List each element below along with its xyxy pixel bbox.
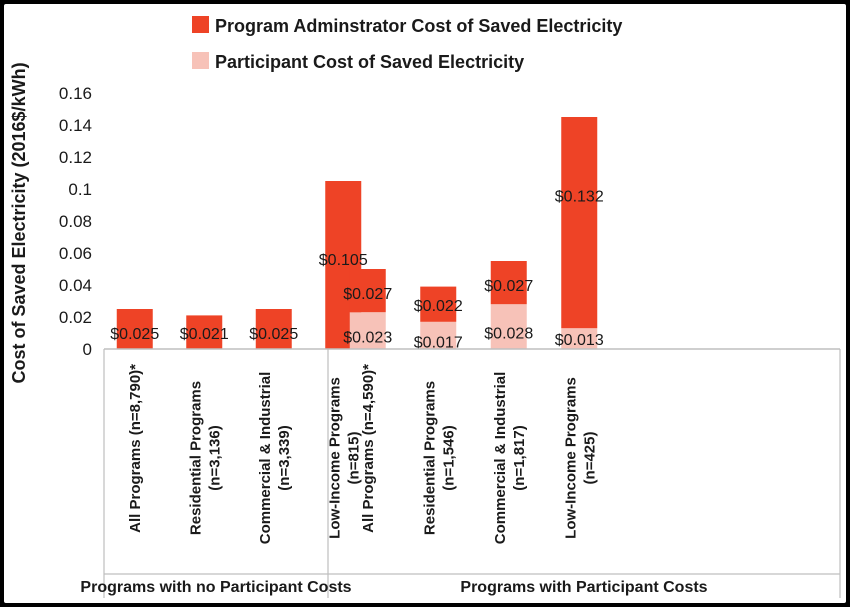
bar-admin-cost [186, 315, 223, 349]
data-label-admin: $0.021 [180, 326, 229, 343]
x-category-label: Commercial & Industrial (n=3,339) [257, 372, 293, 545]
y-tick-label: 0.16 [59, 84, 92, 103]
y-tick-label: 0 [83, 340, 92, 359]
bar-admin-cost [490, 261, 527, 305]
x-category-label-line1: Residential Programs [187, 381, 204, 535]
x-category-label-line2: (n=1,546) [440, 425, 457, 490]
legend-label-admin: Program Adminstrator Cost of Saved Elect… [215, 16, 622, 36]
x-category-label-line2: (n=815) [345, 432, 362, 485]
x-category-label-line1: Commercial & Industrial [257, 372, 274, 545]
stacked-bar-chart: Program Adminstrator Cost of Saved Elect… [9, 16, 841, 598]
y-axis-title: Cost of Saved Electricity (2016$/kWh) [9, 62, 29, 383]
data-label-participant: $0.017 [414, 334, 463, 351]
x-category-label-line1: Low-Income Programs [326, 377, 343, 539]
x-category-label: All Programs (n=4,590)* [360, 364, 377, 533]
y-tick-label: 0.02 [59, 308, 92, 327]
y-axis-ticks: 0 0.02 0.04 0.06 0.08 0.1 0.12 0.14 0.16 [59, 84, 92, 359]
y-tick-label: 0.04 [59, 276, 92, 295]
x-category-label-line1: All Programs (n=8,790)* [127, 364, 144, 533]
y-tick-label: 0.1 [68, 180, 92, 199]
bar-participant-cost [561, 328, 598, 349]
bar-admin-cost [116, 309, 153, 349]
bar-admin-cost [420, 286, 457, 322]
x-category-label: Commercial & Industrial (n=1,817) [492, 372, 528, 545]
y-tick-label: 0.12 [59, 148, 92, 167]
x-category-label: Residential Programs (n=1,546) [421, 381, 457, 535]
group-label: Programs with no Participant Costs [80, 579, 351, 596]
x-category-label-line2: (n=425) [581, 432, 598, 485]
x-category-label-line1: Residential Programs [421, 381, 438, 535]
data-label-admin: $0.132 [555, 188, 604, 205]
data-label-admin: $0.105 [319, 252, 368, 269]
data-label-admin: $0.025 [110, 326, 159, 343]
bar-admin-cost [255, 309, 292, 349]
x-axis: All Programs (n=8,790)* Residential Progr… [80, 348, 841, 598]
legend-swatch-participant [192, 52, 209, 69]
data-label-admin: $0.025 [249, 326, 298, 343]
plot-area: $0.025 $0.021 $0.025 $0.105 $0.023 $0.027 $0.0… [110, 117, 604, 351]
y-tick-label: 0.14 [59, 116, 92, 135]
bar-participant-cost [490, 304, 527, 349]
data-label-participant: $0.013 [555, 332, 604, 349]
chart-panel: Program Adminstrator Cost of Saved Elect… [4, 4, 846, 603]
group-label: Programs with Participant Costs [460, 579, 707, 596]
bar-admin-cost [349, 269, 386, 313]
legend: Program Adminstrator Cost of Saved Elect… [192, 16, 622, 72]
data-label-participant: $0.028 [484, 326, 533, 343]
legend-swatch-admin [192, 16, 209, 33]
x-category-label-line2: (n=3,339) [276, 425, 293, 490]
x-category-label-line2: (n=1,817) [511, 425, 528, 490]
bar-participant-cost [420, 321, 457, 349]
x-category-label-line2: (n=3,136) [206, 425, 223, 490]
x-category-label: Low-Income Programs (n=425) [562, 377, 598, 539]
data-label-participant: $0.023 [343, 330, 392, 347]
bar-admin-cost [561, 117, 598, 329]
data-label-admin: $0.027 [343, 286, 392, 303]
x-category-label-line1: Commercial & Industrial [492, 372, 509, 545]
x-category-label: Low-Income Programs (n=815) [326, 377, 362, 539]
bar-participant-cost [349, 312, 386, 349]
x-category-label-line1: All Programs (n=4,590)* [360, 364, 377, 533]
legend-label-participant: Participant Cost of Saved Electricity [215, 52, 524, 72]
x-category-label-line1: Low-Income Programs [562, 377, 579, 539]
data-label-admin: $0.022 [414, 298, 463, 315]
data-label-admin: $0.027 [484, 278, 533, 295]
y-tick-label: 0.08 [59, 212, 92, 231]
y-tick-label: 0.06 [59, 244, 92, 263]
x-category-label: All Programs (n=8,790)* [127, 364, 144, 533]
x-category-label: Residential Programs (n=3,136) [187, 381, 223, 535]
